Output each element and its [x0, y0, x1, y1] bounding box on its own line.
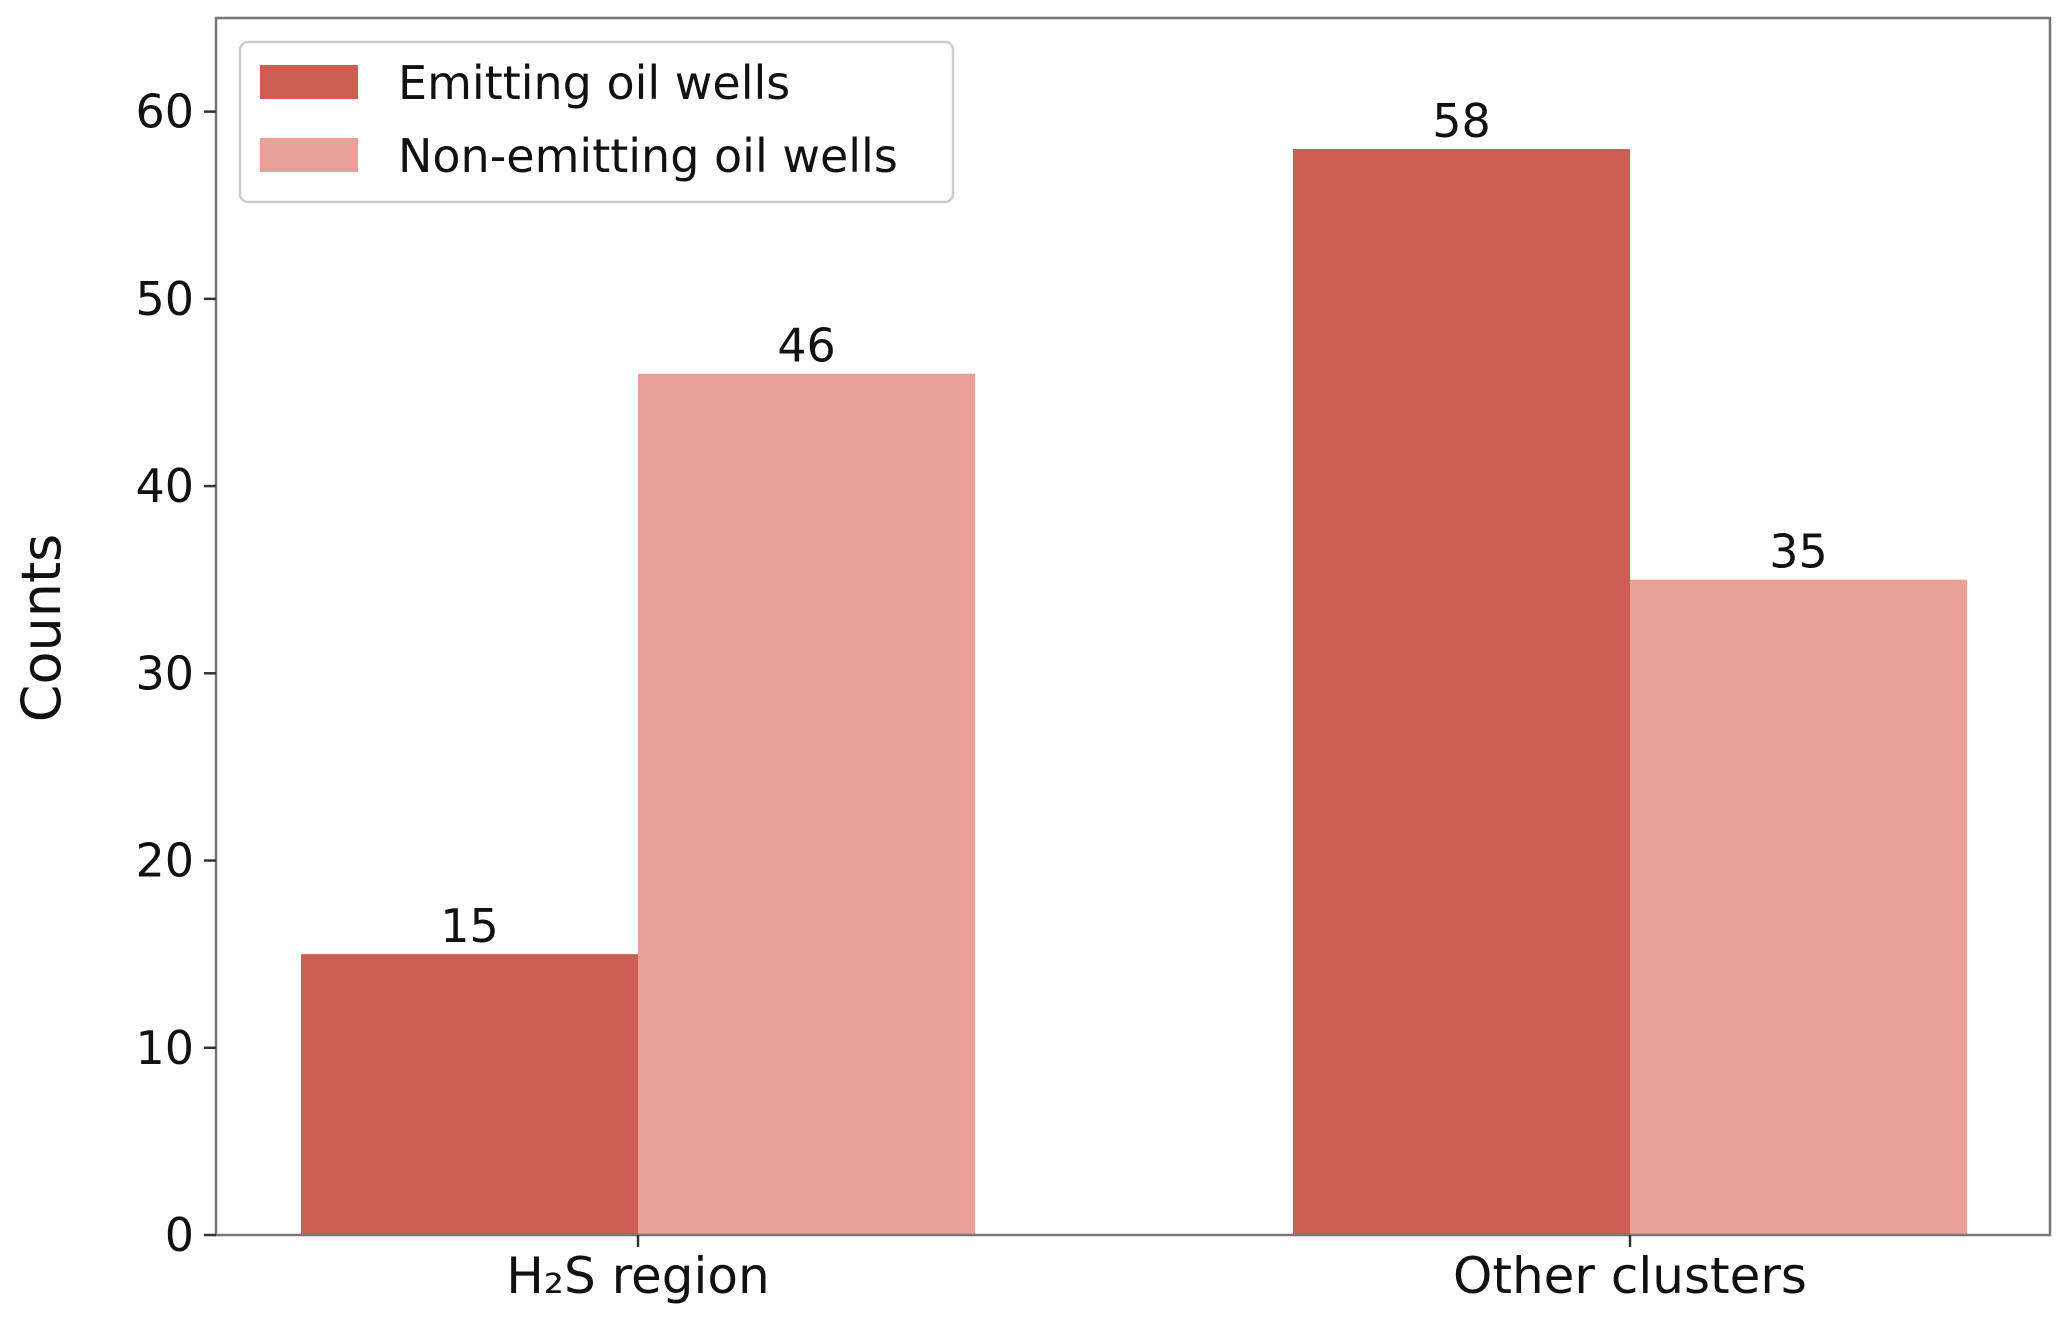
y-tick-label: 20	[135, 834, 194, 888]
bar	[301, 954, 638, 1235]
bars-layer	[301, 149, 1967, 1236]
bar-value-label: 46	[777, 319, 836, 373]
bar-value-label: 58	[1432, 94, 1491, 148]
y-axis: 0 10 20 30 40 50 60	[135, 85, 216, 1262]
x-tick-label: H₂S region	[506, 1247, 769, 1305]
x-tick-label: Other clusters	[1453, 1247, 1807, 1305]
legend-swatch	[260, 138, 358, 172]
y-axis-label: Counts	[10, 534, 73, 723]
y-tick-label: 60	[135, 85, 194, 139]
legend-label: Emitting oil wells	[398, 56, 790, 110]
y-tick-label: 40	[135, 459, 194, 513]
plot-frame	[214, 16, 2052, 1237]
data-labels-layer: 15 46 58 35	[440, 94, 1828, 953]
bar	[1293, 149, 1630, 1236]
legend: Emitting oil wells Non-emitting oil wells	[238, 40, 955, 204]
y-tick-label: 30	[135, 646, 194, 700]
bar-value-label: 15	[440, 899, 499, 953]
bar	[1630, 579, 1967, 1235]
legend-label: Non-emitting oil wells	[398, 129, 898, 183]
bar	[638, 373, 975, 1235]
y-tick-label: 0	[165, 1208, 194, 1262]
y-tick-label: 10	[135, 1021, 194, 1075]
y-tick-label: 50	[135, 272, 194, 326]
x-axis: H₂S region Other clusters	[506, 1235, 1807, 1305]
legend-box	[238, 40, 955, 204]
legend-swatch	[260, 65, 358, 99]
bar-value-label: 35	[1769, 525, 1828, 579]
